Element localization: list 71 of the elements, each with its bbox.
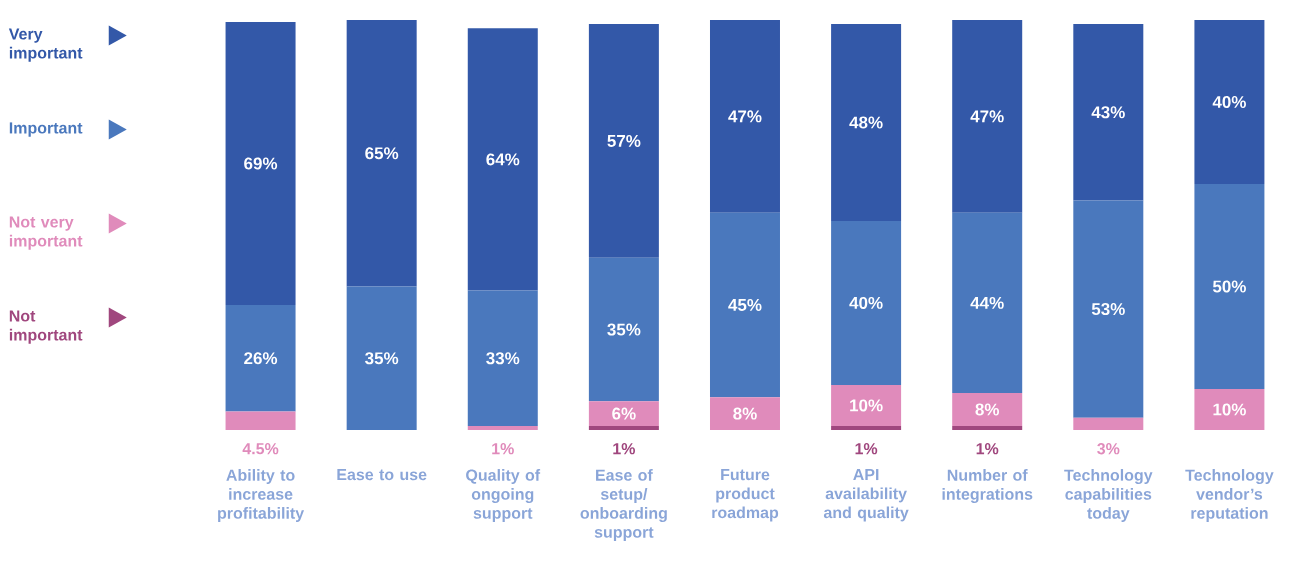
bar — [225, 411, 296, 430]
bar — [467, 425, 538, 430]
data-label: 1% — [976, 443, 999, 455]
bar — [1194, 388, 1265, 430]
bar — [225, 22, 296, 305]
x-tick-label: Ease of setup/ onboarding support — [580, 469, 667, 541]
data-label: 65% — [365, 147, 399, 160]
bar — [709, 397, 780, 430]
bar — [709, 212, 780, 398]
data-label: 4.5% — [242, 443, 279, 455]
x-tick-label: Future product roadmap — [712, 469, 779, 522]
data-label: 10% — [1213, 403, 1246, 416]
bar — [1073, 24, 1144, 201]
x-tick-label: Quality of ongoing support — [466, 469, 541, 522]
data-label: 1% — [613, 443, 636, 455]
data-label: 10% — [850, 399, 883, 412]
bar — [588, 401, 659, 426]
data-label: 6% — [612, 407, 636, 420]
bar — [225, 304, 296, 412]
bar — [831, 24, 902, 221]
data-label: 47% — [728, 110, 762, 123]
data-label: 50% — [1212, 280, 1246, 293]
data-label: 26% — [244, 352, 278, 365]
data-label: 47% — [970, 110, 1004, 123]
bar — [952, 425, 1023, 430]
data-label: 48% — [849, 116, 883, 129]
bar — [588, 425, 659, 430]
bar — [346, 20, 417, 287]
bar — [467, 290, 538, 426]
data-label: 69% — [244, 157, 278, 170]
legend-label: Not important — [9, 310, 83, 344]
x-tick-label: Technology vendor’s reputation — [1185, 469, 1274, 522]
bar — [1194, 20, 1265, 184]
bar — [588, 24, 659, 258]
data-label: 8% — [733, 407, 757, 420]
data-label: 1% — [855, 443, 878, 455]
bar — [831, 220, 902, 385]
data-label: 57% — [607, 134, 641, 147]
bar — [831, 425, 902, 430]
bar — [831, 384, 902, 426]
bar — [1073, 417, 1144, 430]
x-tick-label: API availability and quality — [823, 469, 909, 522]
legend-label: Very important — [8, 28, 83, 62]
data-label: 40% — [849, 296, 883, 309]
x-tick-label: Ease to use — [337, 469, 427, 481]
bar — [588, 257, 659, 402]
x-tick-label: Number of integrations — [942, 469, 1033, 504]
x-tick-label: Ability to increase profitability — [218, 469, 305, 522]
data-label: 3% — [1097, 443, 1120, 455]
data-label: 33% — [486, 352, 520, 365]
bar — [1073, 200, 1144, 418]
data-label: 44% — [970, 296, 1004, 309]
legend-label: Important — [9, 122, 83, 137]
bar — [952, 393, 1023, 426]
x-tick-label: Technology capabilities today — [1064, 469, 1153, 522]
bar — [1194, 183, 1265, 389]
legend-label: Not very important — [9, 216, 83, 250]
data-label: 35% — [607, 323, 641, 336]
bar — [467, 28, 538, 291]
data-label: 1% — [492, 443, 514, 455]
data-label: 40% — [1212, 95, 1246, 108]
data-label: 45% — [728, 298, 762, 311]
data-label: 35% — [365, 352, 399, 365]
data-label: 53% — [1091, 303, 1125, 316]
data-label: 8% — [975, 403, 1000, 416]
bar — [346, 286, 417, 430]
bar — [709, 20, 780, 213]
bar — [952, 20, 1023, 213]
bar — [952, 212, 1023, 394]
data-label: 64% — [486, 153, 520, 166]
data-label: 43% — [1091, 106, 1125, 119]
